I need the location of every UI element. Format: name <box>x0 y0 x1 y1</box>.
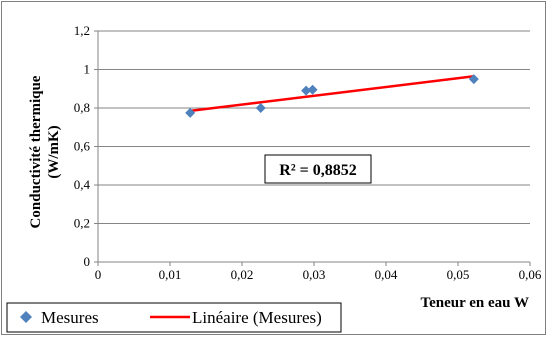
x-tick-label-5: 0,05 <box>447 267 470 282</box>
y-tick-label-4: 0,8 <box>74 100 90 115</box>
r2-annotation-text: R² = 0,8852 <box>279 162 356 179</box>
y-axis-title-line1: Conductivité thermique <box>28 75 44 228</box>
y-tick-label-2: 0,4 <box>74 177 91 192</box>
trendline <box>190 74 474 113</box>
x-tick-labels: 0 0,01 0,02 0,03 0,04 0,05 0,06 <box>95 267 542 282</box>
legend-label-mesures: Mesures <box>41 308 99 327</box>
data-point-4 <box>468 74 479 85</box>
data-point-1 <box>255 103 266 113</box>
y-axis-title: Conductivité thermique (W/mK) <box>28 75 62 228</box>
series-layer <box>185 74 479 118</box>
y-tick-label-5: 1 <box>84 62 91 77</box>
legend: Mesures Linéaire (Mesures) <box>6 302 342 333</box>
axes <box>94 30 531 266</box>
gridlines <box>98 30 530 224</box>
x-tick-label-0: 0 <box>95 267 102 282</box>
y-tick-label-6: 1,2 <box>74 23 90 38</box>
y-tick-labels: 0 0,2 0,4 0,6 0,8 1 1,2 <box>74 23 91 269</box>
data-point-2 <box>301 85 312 96</box>
x-tick-label-3: 0,03 <box>303 267 326 282</box>
x-tick-label-2: 0,02 <box>231 267 254 282</box>
y-tick-label-0: 0 <box>84 254 91 269</box>
y-axis-title-line2: (W/mK) <box>46 125 62 178</box>
legend-label-lineaire: Linéaire (Mesures) <box>192 308 322 327</box>
x-axis-title: Teneur en eau W <box>421 295 530 311</box>
data-point-3 <box>307 84 318 95</box>
legend-marker-mesures <box>20 311 32 323</box>
data-point-0 <box>185 107 196 118</box>
r2-annotation: R² = 0,8852 <box>264 154 372 184</box>
x-tick-label-1: 0,01 <box>159 267 182 282</box>
x-tick-label-4: 0,04 <box>375 267 398 282</box>
y-tick-label-3: 0,6 <box>74 139 91 154</box>
x-tick-label-6: 0,06 <box>519 267 542 282</box>
y-tick-label-1: 0,2 <box>74 216 90 231</box>
